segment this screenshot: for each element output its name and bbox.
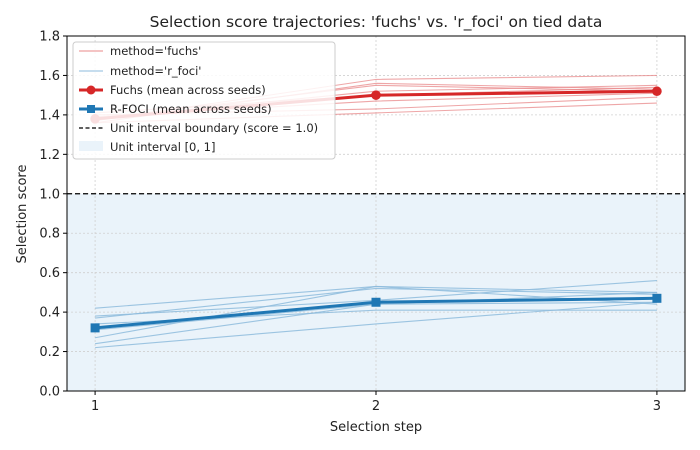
fuchs-mean-point-1: [371, 90, 381, 100]
x-tick-label-0: 1: [91, 399, 99, 414]
legend: method='fuchs' method='r_foci' Fuchs (me…: [72, 41, 336, 160]
legend-label-band: Unit interval [0, 1]: [110, 140, 215, 154]
x-tick-label-1: 2: [372, 399, 380, 414]
rfoci-mean-point-2: [652, 293, 662, 303]
x-tick-label-2: 3: [653, 399, 661, 414]
legend-box: [72, 41, 336, 160]
rfoci-mean-point-1: [371, 297, 381, 307]
y-tick-label-5: 1.0: [39, 187, 60, 202]
chart-title: Selection score trajectories: 'fuchs' vs…: [150, 13, 603, 32]
plot-area: [66, 35, 686, 392]
y-tick-label-9: 1.8: [39, 30, 60, 45]
rfoci-seed-line-1: [95, 287, 657, 319]
y-tick-label-0: 0.0: [39, 385, 60, 400]
legend-label-seed-fuchs: method='fuchs': [110, 44, 201, 58]
y-tick-label-8: 1.6: [39, 69, 60, 84]
y-tick-label-2: 0.4: [39, 306, 60, 321]
x-axis-ticks: 1 2 3: [91, 391, 661, 414]
x-axis-label: Selection step: [330, 420, 422, 435]
legend-marker-mean-fuchs: [86, 85, 96, 95]
y-tick-label-6: 1.2: [39, 148, 60, 163]
y-tick-label-7: 1.4: [39, 108, 60, 123]
legend-swatch-band: [79, 141, 103, 151]
fuchs-mean-point-2: [652, 86, 662, 97]
y-tick-label-1: 0.2: [39, 345, 60, 360]
rfoci-seed-line-5: [95, 301, 657, 349]
legend-label-seed-rfoci: method='r_foci': [110, 64, 201, 78]
y-axis-label: Selection score: [15, 165, 30, 264]
y-axis-ticks: 0.0 0.2 0.4 0.6 0.8 1.0 1.2 1.4 1.6 1.8: [39, 30, 67, 400]
y-tick-label-4: 0.8: [39, 227, 60, 242]
legend-label-boundary: Unit interval boundary (score = 1.0): [110, 121, 318, 135]
rfoci-mean-point-0: [90, 323, 100, 333]
y-tick-label-3: 0.6: [39, 266, 60, 281]
legend-marker-mean-rfoci: [87, 105, 95, 113]
legend-label-mean-rfoci: R-FOCI (mean across seeds): [110, 102, 272, 116]
legend-label-mean-fuchs: Fuchs (mean across seeds): [110, 83, 266, 97]
